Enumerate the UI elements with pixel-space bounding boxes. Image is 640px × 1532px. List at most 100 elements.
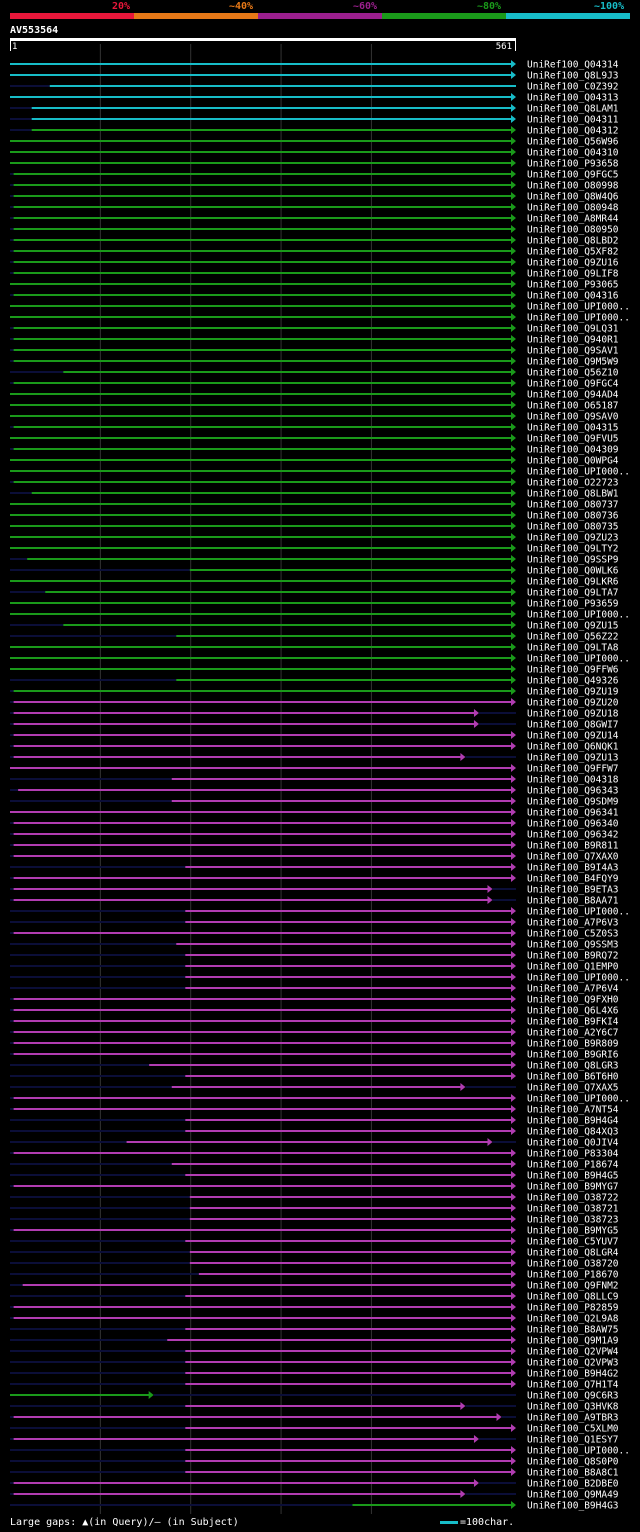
- hit-arrow: [511, 489, 516, 497]
- hit-arrow: [511, 302, 516, 310]
- hit-label: UniRef100_A7P6V4: [527, 984, 619, 995]
- hit-label: UniRef100_O38722: [527, 1193, 619, 1204]
- hit-arrow: [511, 357, 516, 365]
- hit-label: UniRef100_Q94AD4: [527, 390, 619, 401]
- hit-label: UniRef100_Q56W96: [527, 137, 619, 148]
- hit-arrow: [511, 1105, 516, 1113]
- hit-label: UniRef100_Q9ZU16: [527, 258, 619, 269]
- hit-arrow: [511, 159, 516, 167]
- hit-label: UniRef100_Q8LBD2: [527, 236, 619, 247]
- hit-arrow: [487, 885, 493, 893]
- hit-label: UniRef100_Q2VPW4: [527, 1347, 619, 1358]
- hit-label: UniRef100_B9H4G5: [527, 1171, 619, 1182]
- hit-label: UniRef100_Q9M5W9: [527, 357, 619, 368]
- hit-arrow: [511, 412, 516, 420]
- hit-label: UniRef100_Q9SSM3: [527, 940, 619, 951]
- legend-label-4: ~100%: [594, 1, 625, 12]
- hit-arrow: [511, 775, 516, 783]
- hit-arrow: [511, 1160, 516, 1168]
- hit-arrow: [511, 434, 516, 442]
- query-ruler: 1 561: [10, 38, 516, 52]
- hit-label: UniRef100_Q0WPG4: [527, 456, 619, 467]
- hit-label: UniRef100_Q9C6R3: [527, 1391, 619, 1402]
- hit-label: UniRef100_Q0JIV4: [527, 1138, 619, 1149]
- hit-label: UniRef100_Q9FVU5: [527, 434, 619, 445]
- hit-arrow: [511, 676, 516, 684]
- hit-label: UniRef100_Q8L9J3: [527, 71, 619, 82]
- hit-label: UniRef100_Q8W4Q6: [527, 192, 619, 203]
- hit-arrow: [511, 962, 516, 970]
- hit-arrow: [511, 808, 516, 816]
- hit-label: UniRef100_Q7H1T4: [527, 1380, 619, 1391]
- hit-label: UniRef100_O65187: [527, 401, 619, 412]
- hit-arrow: [511, 687, 516, 695]
- hit-arrow: [511, 786, 516, 794]
- hit-label: UniRef100_Q04313: [527, 93, 619, 104]
- hit-label: UniRef100_Q2VPW3: [527, 1358, 619, 1369]
- hit-label: UniRef100_Q9ZU14: [527, 731, 619, 742]
- hit-arrow: [511, 654, 516, 662]
- hit-arrow: [511, 698, 516, 706]
- ruler-end-label: 561: [495, 42, 512, 52]
- hit-arrow: [511, 588, 516, 596]
- hit-label: UniRef100_Q96342: [527, 830, 619, 841]
- hit-label: UniRef100_Q04314: [527, 60, 619, 71]
- hit-label: UniRef100_UPI000..: [527, 467, 630, 478]
- hit-label: UniRef100_O80736: [527, 511, 619, 522]
- hit-label: UniRef100_Q96340: [527, 819, 619, 830]
- hit-label: UniRef100_UPI000..: [527, 610, 630, 621]
- hit-arrow: [511, 1369, 516, 1377]
- hit-arrow: [511, 1468, 516, 1476]
- hit-label: UniRef100_B9H4G2: [527, 1369, 619, 1380]
- hit-arrow: [511, 852, 516, 860]
- legend-swatch-2: [258, 13, 382, 19]
- hit-arrow: [511, 291, 516, 299]
- hit-label: UniRef100_Q9ZU13: [527, 753, 619, 764]
- legend-swatch-0: [10, 13, 134, 19]
- hit-arrow: [511, 1259, 516, 1267]
- hit-arrow: [511, 929, 516, 937]
- hit-arrow: [511, 830, 516, 838]
- hit-label: UniRef100_O38723: [527, 1215, 619, 1226]
- hit-label: UniRef100_B6T6H0: [527, 1072, 619, 1083]
- hit-label: UniRef100_Q8LBW1: [527, 489, 619, 500]
- hit-arrow: [511, 544, 516, 552]
- hit-label: UniRef100_Q8LAM1: [527, 104, 619, 115]
- hit-arrow: [511, 918, 516, 926]
- hit-arrow: [511, 60, 516, 68]
- hit-label: UniRef100_B9H4G4: [527, 1116, 619, 1127]
- hit-label: UniRef100_O80998: [527, 181, 619, 192]
- hit-label: UniRef100_Q9SDM9: [527, 797, 619, 808]
- hit-label: UniRef100_Q9LTY2: [527, 544, 619, 555]
- hit-arrow: [511, 269, 516, 277]
- hit-label: UniRef100_B8A8C1: [527, 1468, 619, 1479]
- hit-arrow: [511, 247, 516, 255]
- hit-label: UniRef100_Q9SAV0: [527, 412, 619, 423]
- legend-swatch-3: [382, 13, 506, 19]
- hit-label: UniRef100_Q9FGC4: [527, 379, 619, 390]
- hit-label: UniRef100_Q6NQK1: [527, 742, 619, 753]
- gap-legend: Large gaps: ▲(in Query)/– (in Subject): [10, 1517, 239, 1528]
- hit-arrow: [511, 984, 516, 992]
- hit-label: UniRef100_O38720: [527, 1259, 619, 1270]
- hit-arrow: [511, 951, 516, 959]
- hit-arrow: [511, 632, 516, 640]
- hit-label: UniRef100_Q9FXH0: [527, 995, 619, 1006]
- hit-label: UniRef100_Q96343: [527, 786, 619, 797]
- hit-arrow: [511, 1127, 516, 1135]
- hit-label: UniRef100_B2DBE0: [527, 1479, 619, 1490]
- hit-arrow: [511, 731, 516, 739]
- hit-arrow: [460, 1490, 466, 1498]
- ruler-line: [10, 38, 516, 41]
- hit-label: UniRef100_B9MYG7: [527, 1182, 619, 1193]
- hit-arrow: [511, 819, 516, 827]
- hit-arrow: [511, 1347, 516, 1355]
- legend-label-2: ~60%: [353, 1, 378, 12]
- hit-label: UniRef100_O38721: [527, 1204, 619, 1215]
- hit-arrow: [511, 258, 516, 266]
- hit-label: UniRef100_B9GRI6: [527, 1050, 619, 1061]
- hit-arrow: [511, 1072, 516, 1080]
- hit-label: UniRef100_Q9FFW7: [527, 764, 619, 775]
- hit-arrow: [511, 1215, 516, 1223]
- hit-arrow: [511, 500, 516, 508]
